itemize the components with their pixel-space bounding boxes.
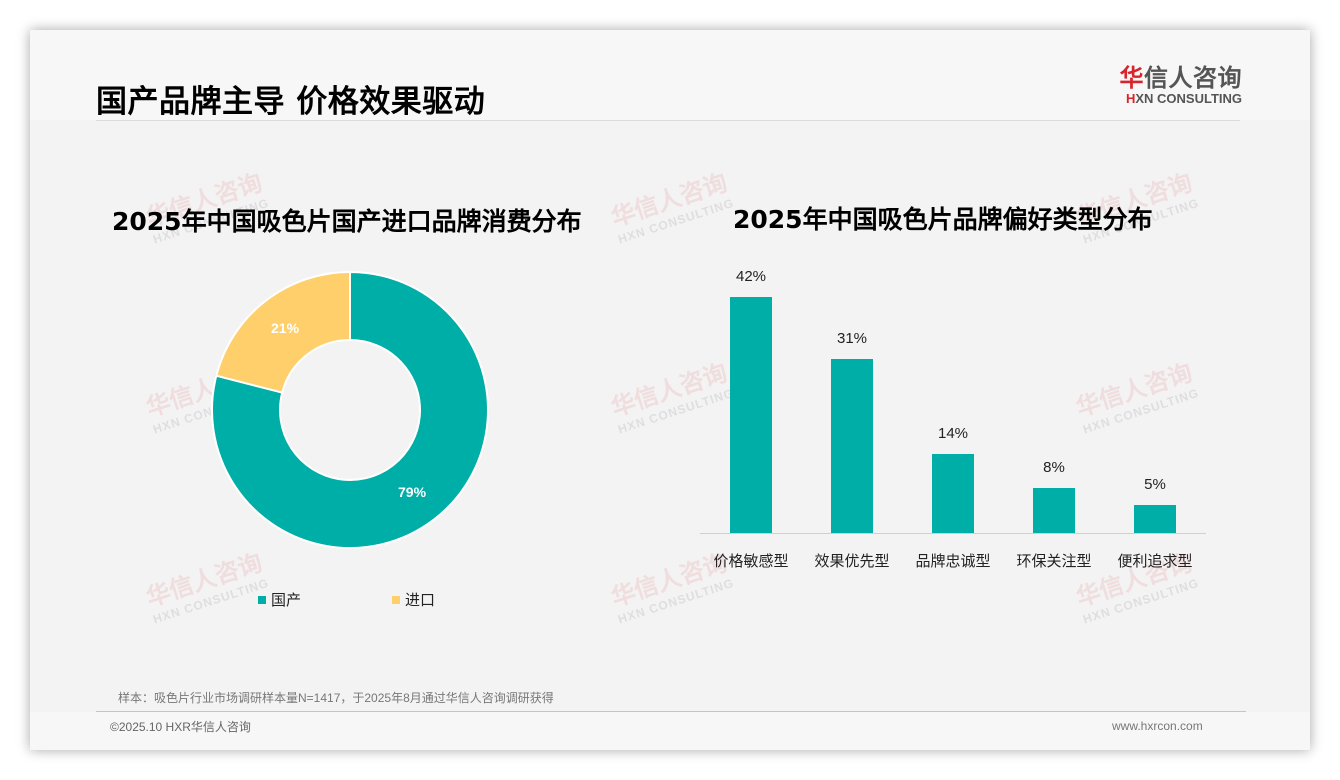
bar-value-label: 8% xyxy=(1043,459,1065,477)
legend-item-imported: 进口 xyxy=(392,589,435,610)
website-link[interactable]: www.hxrcon.com xyxy=(1112,719,1203,733)
footer-band xyxy=(30,712,1310,750)
bar xyxy=(831,358,873,533)
header-divider xyxy=(96,120,1240,121)
slice-label-domestic: 79% xyxy=(398,484,427,500)
logo-en-accent: H xyxy=(1125,91,1136,106)
bar-chart-title: 2025年中国吸色片品牌偏好类型分布 xyxy=(733,205,1153,234)
donut-svg xyxy=(211,270,489,549)
header-band xyxy=(30,30,1310,120)
company-logo: 华信人咨询 HXN CONSULTING xyxy=(1110,64,1243,106)
logo-en-rest: XN CONSULTING xyxy=(1135,91,1242,106)
copyright-text: ©2025.10 HXR华信人咨询 xyxy=(110,720,251,734)
legend-label-domestic: 国产 xyxy=(271,592,302,609)
donut-slice-imported xyxy=(215,270,351,394)
logo-cn: 华信人咨询 xyxy=(1110,64,1242,92)
bar-category-label: 环保关注型 xyxy=(1016,553,1092,570)
legend-item-domestic: 国产 xyxy=(258,589,301,610)
bar-value-label: 42% xyxy=(735,268,767,286)
bar-value-label: 31% xyxy=(836,329,868,347)
watermark: 华信人咨询 HXN CONSULTING xyxy=(607,168,736,247)
logo-cn-rest: 信人咨询 xyxy=(1144,64,1242,92)
bar xyxy=(1033,488,1075,533)
legend-swatch-imported xyxy=(392,595,400,604)
legend-swatch-domestic xyxy=(258,595,266,604)
bar xyxy=(1134,504,1176,533)
bar-value-label: 5% xyxy=(1144,475,1166,493)
footer-divider xyxy=(96,711,1246,712)
slide: 国产品牌主导 价格效果驱动 华信人咨询 HXN CONSULTING 华信人咨询… xyxy=(30,30,1310,750)
bar xyxy=(932,454,974,533)
bar xyxy=(730,297,772,533)
bar-category-label: 品牌忠诚型 xyxy=(915,553,991,570)
donut-chart: 21% 79% xyxy=(210,270,490,550)
slice-label-imported: 21% xyxy=(271,320,300,336)
bar-category-label: 便利追求型 xyxy=(1117,553,1193,570)
sample-note: 样本：吸色片行业市场调研样本量N=1417，于2025年8月通过华信人咨询调研获… xyxy=(118,691,554,705)
logo-cn-accent: 华 xyxy=(1119,64,1144,92)
donut-chart-title: 2025年中国吸色片国产进口品牌消费分布 xyxy=(112,207,582,236)
bar-value-label: 14% xyxy=(937,425,969,443)
x-axis-line xyxy=(700,533,1206,534)
page-title: 国产品牌主导 价格效果驱动 xyxy=(96,84,486,120)
donut-slice-domestic xyxy=(211,270,489,549)
logo-en: HXN CONSULTING xyxy=(1110,92,1242,106)
watermark: 华信人咨询 HXN CONSULTING xyxy=(142,548,271,627)
bar-category-label: 效果优先型 xyxy=(814,553,890,570)
legend-label-imported: 进口 xyxy=(405,592,436,609)
bar-category-label: 价格敏感型 xyxy=(713,553,789,570)
bar-chart: 42% 价格敏感型 31% 效果优先型 14% 品牌忠诚型 8% 环保关注型 5% 便利追求型 xyxy=(700,268,1206,610)
